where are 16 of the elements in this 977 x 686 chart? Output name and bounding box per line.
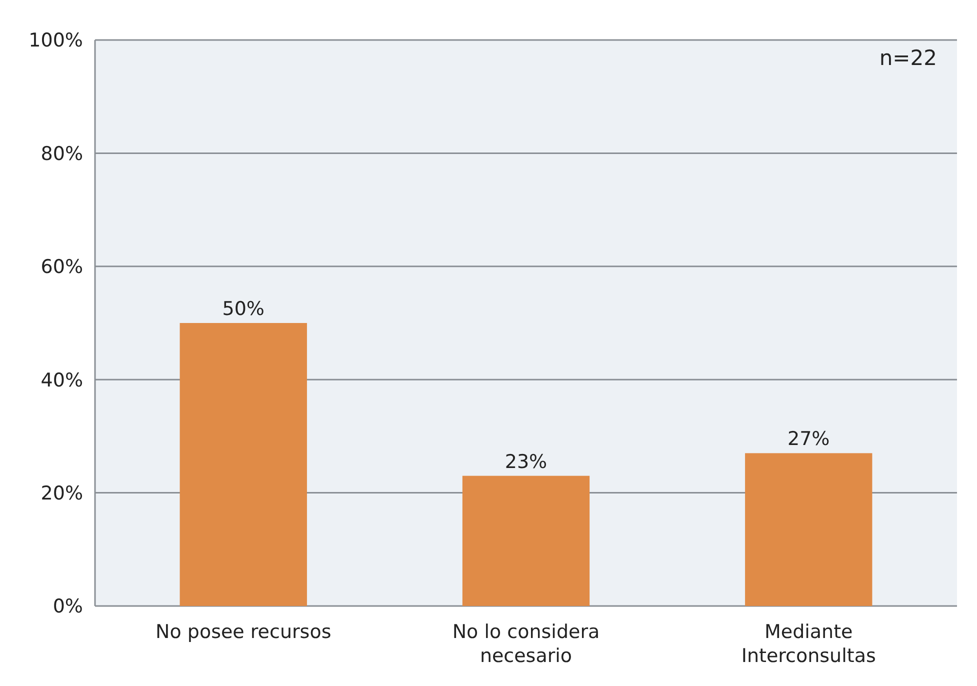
x-tick-label: No lo considera necesario <box>452 621 600 667</box>
bar <box>180 323 307 606</box>
y-tick-label: 60% <box>40 256 83 278</box>
y-tick-label: 80% <box>40 142 83 165</box>
y-tick-label: 40% <box>40 369 83 392</box>
x-tick-label: No posee recursos <box>156 621 332 643</box>
data-label: 27% <box>788 428 830 450</box>
y-tick-label: 20% <box>40 482 83 504</box>
annotation: n=22 <box>879 46 937 70</box>
data-label: 23% <box>504 450 548 473</box>
x-tick-label: Mediante Interconsultas <box>741 621 876 667</box>
y-tick-label: 0% <box>52 596 83 618</box>
bar <box>745 453 872 606</box>
bar <box>462 476 590 606</box>
data-label: 50% <box>222 298 264 320</box>
y-tick-label: 100% <box>28 30 83 52</box>
